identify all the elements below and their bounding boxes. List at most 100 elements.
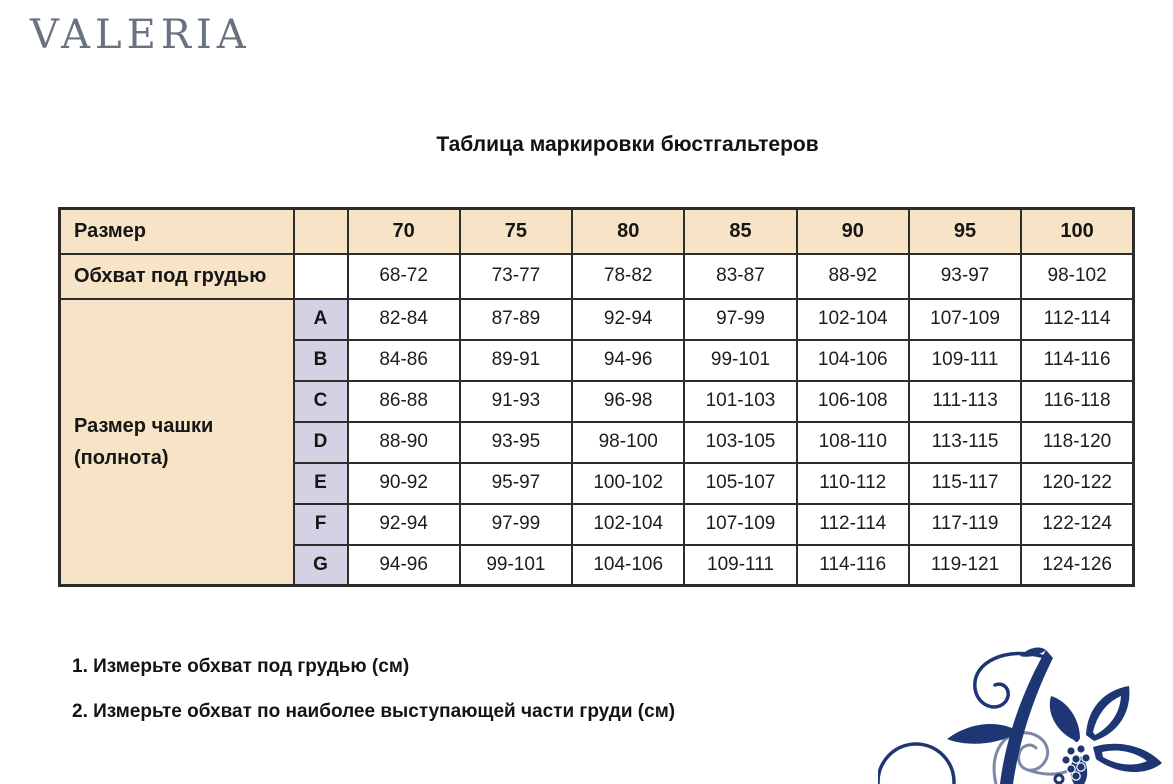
cup-letter-C: C <box>292 379 349 423</box>
size-col-80: 80 <box>571 207 686 255</box>
size-col-100: 100 <box>1020 207 1135 255</box>
cup-value: 94-96 <box>346 543 461 587</box>
flower-ring-berry <box>1053 773 1065 784</box>
cup-value: 98-100 <box>571 420 686 464</box>
ornament-circle-swirl <box>878 742 956 784</box>
cup-value: 112-114 <box>1020 297 1135 341</box>
cup-value: 103-105 <box>683 420 798 464</box>
underbust-value: 88-92 <box>795 252 910 300</box>
floral-ornament-icon <box>878 647 1162 784</box>
underbust-value: 83-87 <box>683 252 798 300</box>
cup-label-line2: (полнота) <box>74 446 169 469</box>
underbust-value: 78-82 <box>571 252 686 300</box>
size-label: Размер <box>58 207 295 255</box>
instruction-2: 2. Измерьте обхват по наиболее выступающ… <box>72 701 676 722</box>
ornament-curl <box>973 651 1047 709</box>
cup-value: 106-108 <box>795 379 910 423</box>
cup-value: 92-94 <box>571 297 686 341</box>
cup-value: 88-90 <box>346 420 461 464</box>
cup-section-label: Размер чашки (полнота) <box>58 297 295 587</box>
size-table-body: Размер 70 75 80 85 90 95 100 Обхват под грудью 68… <box>58 207 1135 587</box>
cup-value: 86-88 <box>346 379 461 423</box>
underbust-label: Обхват под грудью <box>58 252 295 300</box>
cup-value: 96-98 <box>571 379 686 423</box>
cup-value: 91-93 <box>458 379 574 423</box>
cup-value: 100-102 <box>571 461 686 505</box>
cup-value: 114-116 <box>795 543 910 587</box>
cup-value: 82-84 <box>346 297 461 341</box>
size-row: Размер 70 75 80 85 90 95 100 <box>58 207 1135 255</box>
cup-row-D: D 88-90 93-95 98-100 103-105 108-110 113-115 11… <box>60 420 1135 464</box>
cup-row-C: C 86-88 91-93 96-98 101-103 106-108 111-113 116… <box>60 379 1135 423</box>
cup-value: 111-113 <box>907 379 1023 423</box>
cup-letter-E: E <box>292 461 349 505</box>
cup-letter-G: G <box>292 543 349 587</box>
cup-value: 124-126 <box>1020 543 1135 587</box>
size-col-75: 75 <box>458 207 574 255</box>
cup-value: 105-107 <box>683 461 798 505</box>
flower-berries <box>1061 744 1091 781</box>
flower-petal-top-vein <box>1093 696 1121 735</box>
cup-value: 117-119 <box>907 502 1023 546</box>
cup-value: 84-86 <box>346 338 461 382</box>
underbust-value: 73-77 <box>458 252 574 300</box>
instruction-1: 1. Измерьте обхват под грудью (см) <box>72 656 410 677</box>
cup-value: 115-117 <box>907 461 1023 505</box>
cup-value: 102-104 <box>571 502 686 546</box>
cup-letter-F: F <box>292 502 349 546</box>
cup-row-B: B 84-86 89-91 94-96 99-101 104-106 109-111 114-… <box>60 338 1135 382</box>
cup-value: 90-92 <box>346 461 461 505</box>
underbust-value: 68-72 <box>346 252 461 300</box>
ornament-spiral <box>992 731 1050 784</box>
cup-value: 122-124 <box>1020 502 1135 546</box>
cup-letter-B: B <box>292 338 349 382</box>
spacer-cell <box>292 252 349 300</box>
instructions-list: 1. Измерьте обхват под грудью (см) 2. Из… <box>72 656 675 746</box>
cup-value: 120-122 <box>1020 461 1135 505</box>
cup-letter-A: A <box>292 297 349 341</box>
cup-row-E: E 90-92 95-97 100-102 105-107 110-112 115-117 1… <box>60 461 1135 505</box>
cup-value: 87-89 <box>458 297 574 341</box>
cup-value: 112-114 <box>795 502 910 546</box>
flower-petal-left <box>1049 696 1080 743</box>
size-col-85: 85 <box>683 207 798 255</box>
brand-logo: VALERIA <box>30 12 251 58</box>
ornament-stem <box>1000 650 1053 784</box>
cup-value: 114-116 <box>1020 338 1135 382</box>
size-col-70: 70 <box>346 207 461 255</box>
underbust-row: Обхват под грудью 68-72 73-77 78-82 83-87 88-… <box>58 252 1135 300</box>
size-table: Размер 70 75 80 85 90 95 100 Обхват под грудью 68… <box>58 207 1135 587</box>
cup-value: 119-121 <box>907 543 1023 587</box>
cup-value: 107-109 <box>907 297 1023 341</box>
cup-value: 94-96 <box>571 338 686 382</box>
cup-value: 89-91 <box>458 338 574 382</box>
cup-value: 108-110 <box>795 420 910 464</box>
cup-value: 97-99 <box>458 502 574 546</box>
cup-value: 102-104 <box>795 297 910 341</box>
page-title: Таблица маркировки бюстгальтеров <box>436 133 819 156</box>
cup-value: 92-94 <box>346 502 461 546</box>
cup-value: 97-99 <box>683 297 798 341</box>
cup-value: 99-101 <box>458 543 574 587</box>
cup-value: 113-115 <box>907 420 1023 464</box>
cup-value: 93-95 <box>458 420 574 464</box>
cup-value: 109-111 <box>907 338 1023 382</box>
cup-value: 118-120 <box>1020 420 1135 464</box>
cup-value: 116-118 <box>1020 379 1135 423</box>
size-col-95: 95 <box>907 207 1023 255</box>
flower-petal-right-vein <box>1102 750 1147 765</box>
cup-value: 109-111 <box>683 543 798 587</box>
size-col-90: 90 <box>795 207 910 255</box>
cup-row-F: F 92-94 97-99 102-104 107-109 112-114 117-119 1… <box>60 502 1135 546</box>
cup-value: 95-97 <box>458 461 574 505</box>
cup-letter-D: D <box>292 420 349 464</box>
underbust-value: 93-97 <box>907 252 1023 300</box>
cup-row-G: G 94-96 99-101 104-106 109-111 114-116 119-121… <box>60 543 1135 587</box>
cup-value: 104-106 <box>795 338 910 382</box>
underbust-value: 98-102 <box>1020 252 1135 300</box>
cup-value: 99-101 <box>683 338 798 382</box>
cup-value: 110-112 <box>795 461 910 505</box>
ornament-left-leaf <box>947 723 1019 744</box>
cup-label-line1: Размер чашки <box>74 414 214 437</box>
